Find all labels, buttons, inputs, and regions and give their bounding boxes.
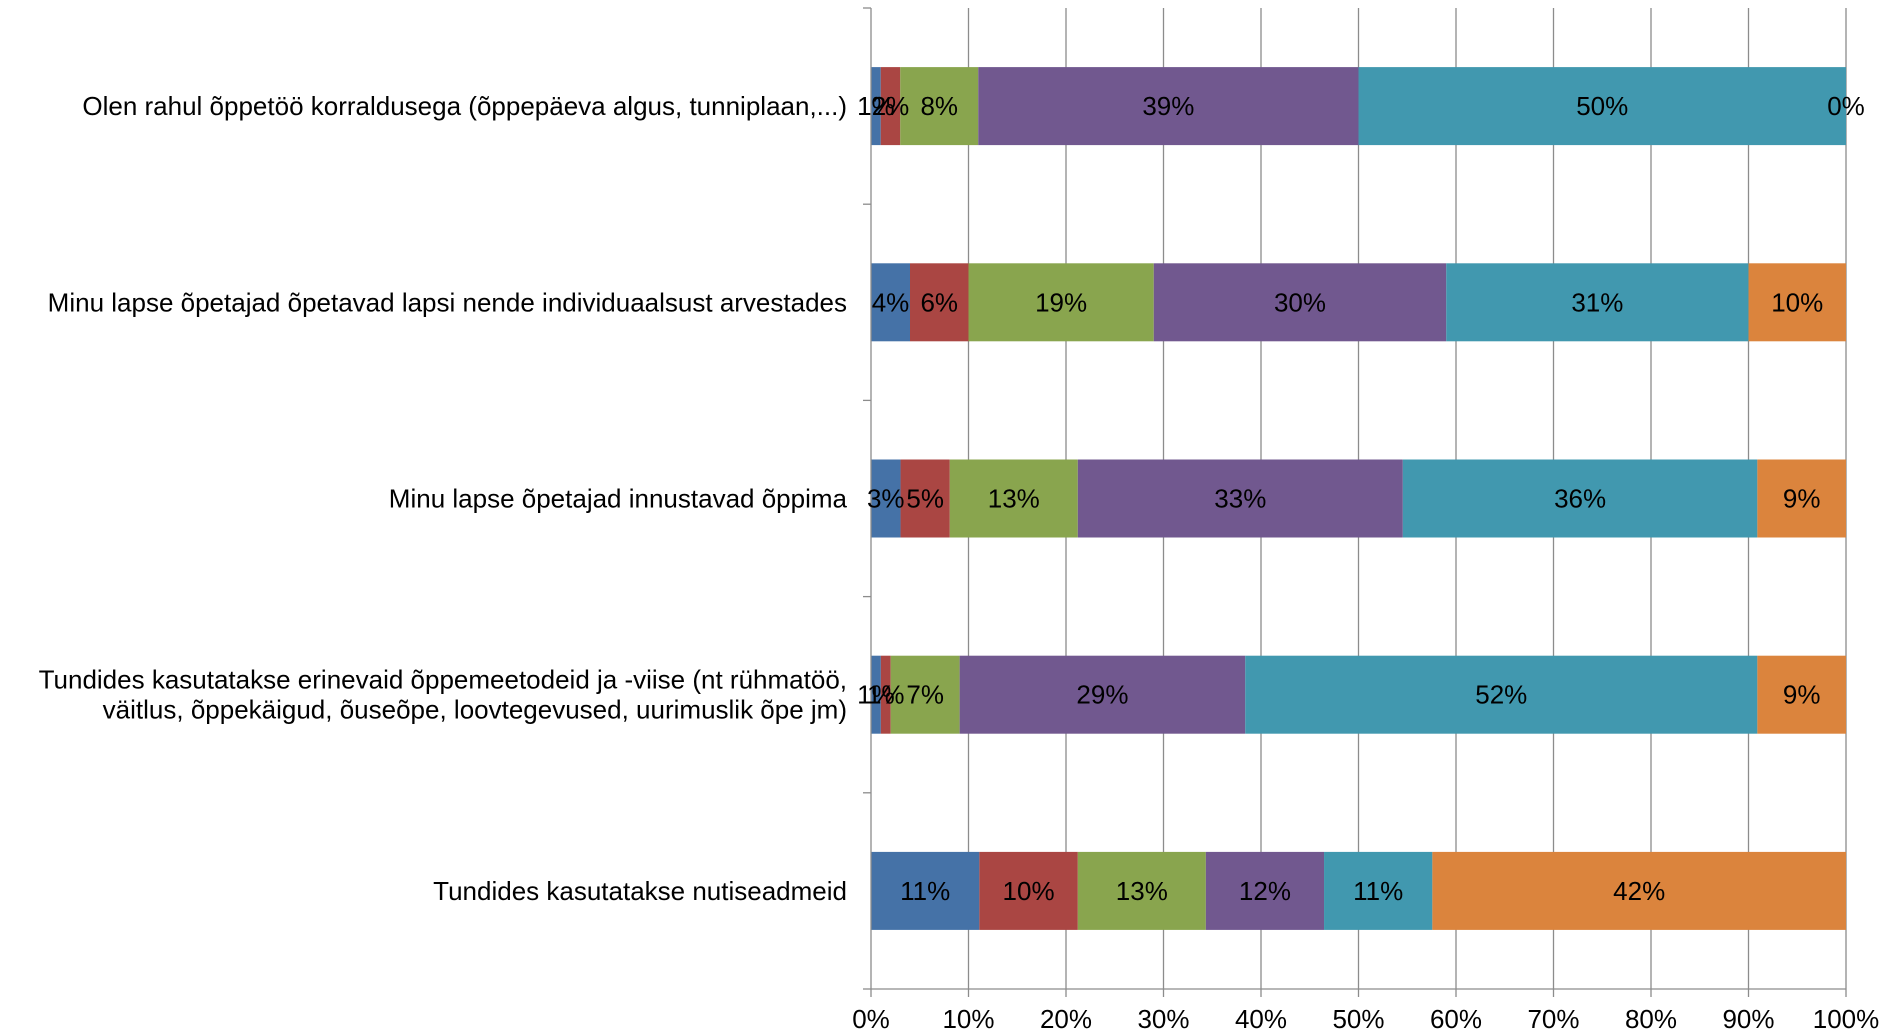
data-label: 7%: [906, 680, 944, 710]
bar-segment: [968, 263, 1154, 342]
data-label: 12%: [1239, 876, 1291, 906]
data-label: 52%: [1475, 680, 1527, 710]
x-tick-label: 60%: [1430, 1004, 1482, 1029]
data-label: 13%: [988, 484, 1040, 514]
bar-segment: [1324, 851, 1433, 930]
bar-segment: [979, 851, 1078, 930]
x-tick-label: 10%: [942, 1004, 994, 1029]
category-label: Minu lapse õpetajad õpetavad lapsi nende…: [48, 287, 847, 317]
bar-segment: [1077, 459, 1403, 538]
bar-segment: [949, 459, 1078, 538]
data-label: 50%: [1576, 91, 1628, 121]
bar-segment: [1077, 851, 1206, 930]
data-label: 30%: [1274, 287, 1326, 317]
data-label: 39%: [1142, 91, 1194, 121]
bar-segment: [871, 655, 881, 734]
x-tick-label: 0%: [852, 1004, 890, 1029]
x-tick-label: 90%: [1722, 1004, 1774, 1029]
data-label: 1%: [867, 680, 905, 710]
data-label: 2%: [872, 91, 910, 121]
bar-segment: [871, 263, 910, 342]
data-label: 8%: [920, 91, 958, 121]
bar-segment: [1402, 459, 1758, 538]
bar-segment: [900, 67, 979, 146]
x-tick-label: 70%: [1527, 1004, 1579, 1029]
data-label: 36%: [1554, 484, 1606, 514]
bar-segment: [871, 67, 881, 146]
x-tick-labels: 0% 10% 20% 30% 40% 50% 60% 70% 80% 90% 100%: [852, 1004, 1880, 1034]
category-label: Minu lapse õpetajad innustavad õppima: [389, 484, 848, 514]
data-label: 4%: [872, 287, 910, 317]
data-label: 6%: [920, 287, 958, 317]
bar-segment: [1446, 263, 1749, 342]
bar-segment: [910, 263, 969, 342]
bar-segment: [871, 851, 980, 930]
bar-segment: [978, 67, 1359, 146]
data-label: 11%: [1353, 876, 1403, 906]
data-label: 9%: [1783, 484, 1821, 514]
x-tick-label: 40%: [1235, 1004, 1287, 1029]
data-label: 10%: [1003, 876, 1055, 906]
bar-segment: [1432, 851, 1846, 930]
data-label: 1%: [857, 680, 895, 710]
data-label: 19%: [1035, 287, 1087, 317]
x-tick-label: 30%: [1137, 1004, 1189, 1029]
bar-segment: [1153, 263, 1447, 342]
bar-segment: [1245, 655, 1758, 734]
axes: [863, 7, 1847, 997]
bar-segment: [900, 459, 950, 538]
bar-segment: [890, 655, 960, 734]
bar-segment: [1757, 459, 1846, 538]
data-label: 33%: [1214, 484, 1266, 514]
category-labels: Olen rahul õppetöö korraldusega (õppepäe…: [39, 91, 848, 906]
data-label: 5%: [906, 484, 944, 514]
bar-segment: [1757, 655, 1846, 734]
x-tick-label: 80%: [1625, 1004, 1677, 1029]
category-label: Olen rahul õppetöö korraldusega (õppepäe…: [82, 91, 847, 121]
bar-segment: [880, 655, 891, 734]
data-labels: 1%2% 8% 39% 50% 0%4% 6% 19% 30% 31% 10%3% 5% 13% 33%…: [857, 91, 1865, 906]
bar-segment: [880, 67, 901, 146]
data-label: 31%: [1571, 287, 1623, 317]
x-tick-label: 20%: [1040, 1004, 1092, 1029]
category-label: Tundides kasutatakse nutiseadmeid: [433, 876, 847, 906]
x-tick-label: 100%: [1813, 1004, 1880, 1029]
data-label: 42%: [1613, 876, 1665, 906]
data-label: 9%: [1783, 680, 1821, 710]
bar-segment: [1748, 263, 1846, 342]
data-label: 13%: [1116, 876, 1168, 906]
data-label: 11%: [900, 876, 950, 906]
category-label: Tundides kasutatakse erinevaid õppemeeto…: [39, 665, 847, 695]
category-label: väitlus, õppekäigud, õuseõpe, loovtegevu…: [103, 695, 847, 725]
data-label: 1%: [857, 91, 895, 121]
data-label: 29%: [1076, 680, 1128, 710]
data-label: 0%: [1827, 91, 1865, 121]
bar-segment: [1358, 67, 1846, 146]
bar-segment: [1205, 851, 1325, 930]
bar-segment: [871, 459, 901, 538]
data-label: 3%: [867, 484, 905, 514]
bars: [871, 67, 1846, 930]
data-label: 10%: [1771, 287, 1823, 317]
x-tick-label: 50%: [1332, 1004, 1384, 1029]
bar-segment: [959, 655, 1246, 734]
